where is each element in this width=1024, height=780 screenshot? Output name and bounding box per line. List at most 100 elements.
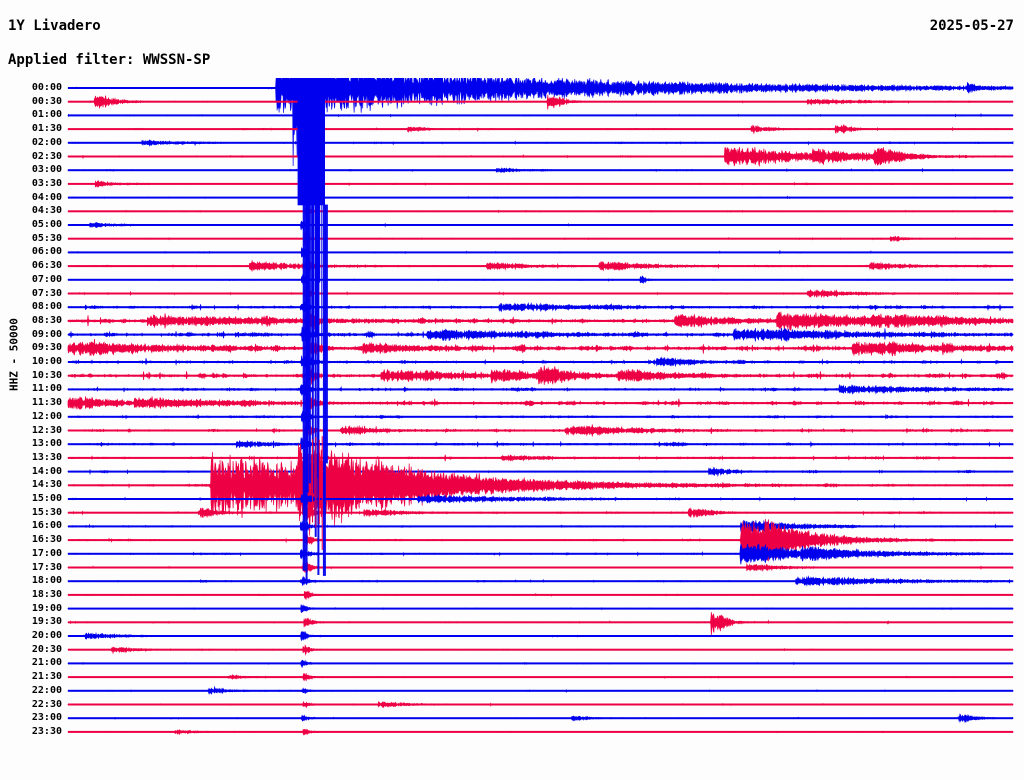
artifact-streak [305,202,308,583]
trace-baseline [68,717,1013,720]
time-tick-label: 08:00 [31,301,62,313]
trace-baseline [68,155,1013,158]
artifact-streak [312,439,313,523]
artifact-streak [314,204,317,537]
trace-baseline [68,511,1013,514]
trace-baseline [68,237,1013,240]
trace-baseline [68,689,1013,692]
trace-baseline [68,333,1013,336]
trace-baseline [68,566,1013,569]
trace-baseline [68,100,1013,103]
plot-header: 1Y Livadero Applied filter: WWSSN-SP 202… [0,0,1024,78]
trace-baseline [68,402,1013,405]
time-tick-label: 03:30 [31,177,62,189]
time-tick-label: 17:00 [31,547,62,559]
artifact-streak [318,439,320,525]
artifact-streak [324,204,328,464]
time-tick-label: 11:30 [31,397,62,409]
time-tick-label: 11:00 [31,383,62,395]
trace-baseline [68,319,1013,322]
time-tick-label: 08:30 [31,314,62,326]
trace-baseline [68,265,1013,268]
time-tick-label: 18:30 [31,588,62,600]
artifact-streak [321,202,323,345]
time-tick-label: 14:00 [31,465,62,477]
time-tick-label: 12:30 [31,424,62,436]
time-tick-label: 22:30 [31,698,62,710]
filter-label: Applied filter: WWSSN-SP [8,52,211,68]
time-tick-label: 07:30 [31,287,62,299]
time-tick-label: 04:30 [31,205,62,217]
artifact-streak [311,205,314,494]
trace-baseline [68,429,1013,432]
time-tick-label: 23:30 [31,725,62,737]
trace-baseline [68,224,1013,226]
trace-baseline [68,498,1013,500]
trace-baseline [68,182,1013,185]
trace-baseline [68,648,1013,651]
trace-baseline [68,525,1013,528]
time-axis-ticks: 00:00 00:30 01:00 01:30 02:00 02:30 03:00 03:30… [0,78,66,768]
trace-baseline [68,210,1013,213]
time-tick-label: 02:00 [31,136,62,148]
trace-baseline [68,607,1013,610]
seismic-trace [67,78,1014,167]
time-tick-label: 13:00 [31,438,62,450]
time-tick-label: 03:00 [31,164,62,176]
trace-baseline [68,361,1013,363]
trace-baseline [68,539,1013,542]
artifact-streak [321,436,323,550]
trace-baseline [68,676,1013,679]
trace-baseline [68,292,1013,295]
time-tick-label: 04:00 [31,191,62,203]
trace-baseline [68,443,1013,446]
time-tick-label: 18:00 [31,575,62,587]
time-tick-label: 12:00 [31,410,62,422]
time-tick-label: 15:30 [31,506,62,518]
station-title: 1Y Livadero [8,18,101,34]
time-tick-label: 22:00 [31,684,62,696]
trace-baseline [68,141,1013,144]
trace-baseline [68,593,1013,596]
artifact-streak [317,202,320,575]
seismogram-svg [67,78,1014,736]
trace-baseline [68,484,1013,487]
artifact-streak [308,202,311,484]
trace-baseline [68,662,1013,665]
time-tick-label: 01:30 [31,123,62,135]
trace-baseline [68,635,1013,637]
trace-baseline [68,621,1013,624]
time-tick-label: 00:00 [31,82,62,93]
trace-baseline [68,552,1013,555]
time-tick-label: 19:30 [31,616,62,628]
time-tick-label: 09:00 [31,328,62,340]
trace-baseline [68,87,1013,89]
trace-canvas [66,78,1016,770]
artifact-streak [315,436,317,528]
trace-baseline [68,415,1013,418]
time-tick-label: 15:00 [31,493,62,504]
trace-baseline [68,703,1013,706]
trace-baseline [68,278,1013,281]
artifact-streak [306,202,310,431]
trace-baseline [68,169,1013,172]
trace-baseline [68,456,1013,459]
time-tick-label: 09:30 [31,342,62,354]
time-tick-label: 07:00 [31,273,62,285]
trace-baseline [68,374,1013,377]
seismic-trace [67,381,1014,397]
time-tick-label: 17:30 [31,561,62,573]
time-tick-label: 13:30 [31,451,62,463]
time-tick-label: 20:30 [31,643,62,655]
trace-baseline [68,128,1013,131]
time-tick-label: 06:30 [31,260,62,272]
time-tick-label: 10:00 [31,356,62,367]
trace-baseline [68,580,1013,583]
time-tick-label: 16:00 [31,520,62,532]
seismic-trace [67,612,1014,636]
artifact-streak [314,203,318,338]
time-tick-label: 01:00 [31,109,62,121]
trace-baseline [68,388,1013,391]
time-tick-label: 06:00 [31,246,62,258]
